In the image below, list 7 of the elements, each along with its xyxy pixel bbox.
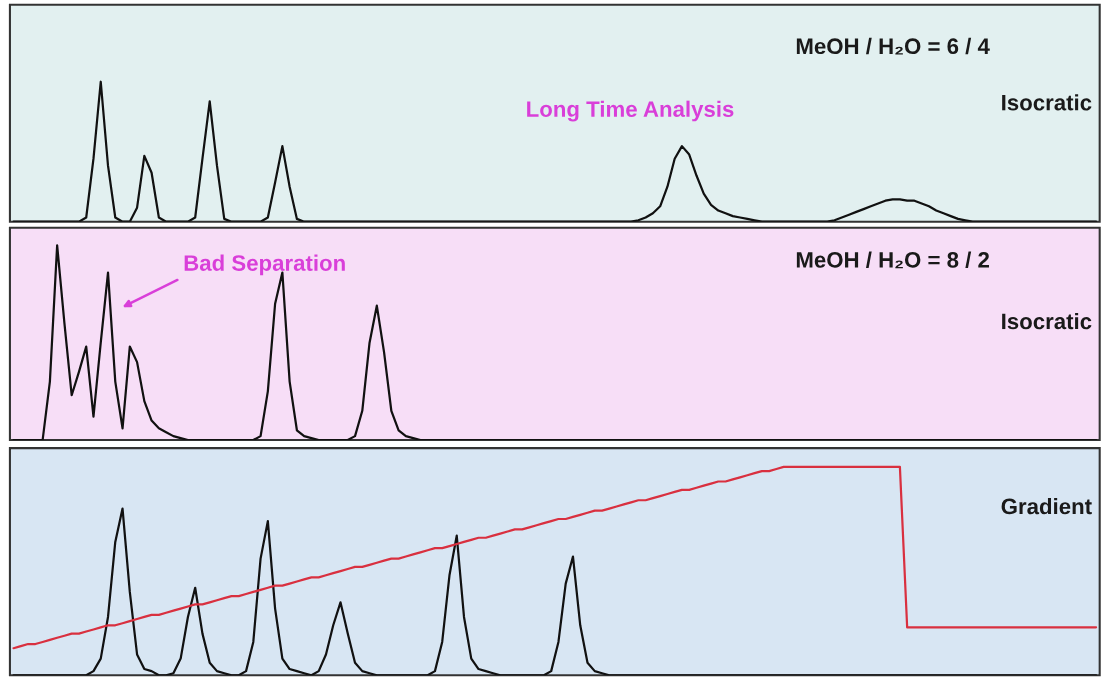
- annotation: Isocratic: [1002, 312, 1092, 330]
- annotation: Gradient: [1001, 497, 1092, 515]
- annotation: Long Time Analysis: [527, 100, 734, 122]
- text: MeOH / H₂O = 6 / 4: [796, 37, 990, 55]
- annotation: Bad Separation: [184, 254, 345, 276]
- annotation: Isocratic: [1002, 94, 1092, 111]
- annotation: MeOH / H₂O = 8 / 2: [796, 251, 989, 269]
